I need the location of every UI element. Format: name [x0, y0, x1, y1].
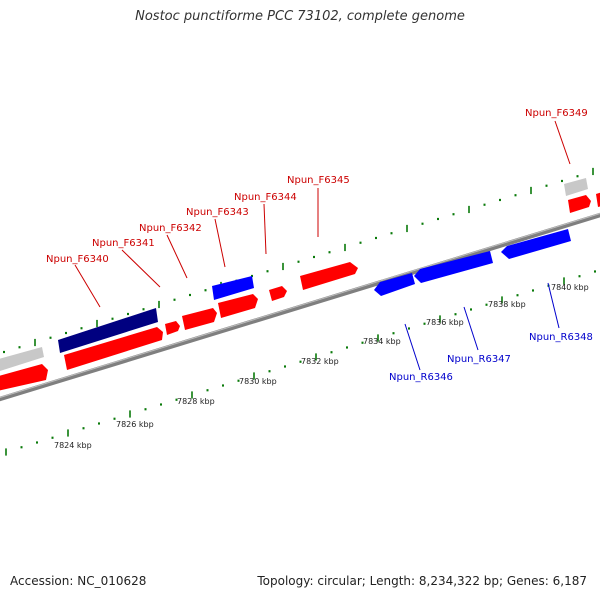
gene-Npun_F6344[interactable] [269, 286, 287, 301]
gene-label[interactable]: Npun_F6340 [46, 254, 109, 265]
gene-label[interactable]: Npun_F6342 [139, 223, 202, 234]
gene-Npun_F6343-part1[interactable] [182, 308, 217, 330]
feature-grey-left[interactable] [0, 347, 44, 372]
accession-text: Accession: NC_010628 [10, 574, 147, 588]
gene-label[interactable]: Npun_F6341 [92, 238, 155, 249]
map-title: Nostoc punctiforme PCC 73102, complete g… [135, 9, 465, 24]
kbp-label: 7830 kbp [239, 377, 277, 386]
kbp-label: 7828 kbp [177, 397, 215, 406]
kbp-labels: 7824 kbp 7826 kbp 7828 kbp 7830 kbp 7832… [54, 283, 589, 450]
feature-grey-right[interactable] [564, 178, 588, 196]
gene-label[interactable]: Npun_F6345 [287, 175, 350, 186]
kbp-label: 7838 kbp [488, 300, 526, 309]
kbp-label: 7826 kbp [116, 420, 154, 429]
gene-label[interactable]: Npun_R6347 [447, 354, 511, 365]
gene-labels: Npun_F6340 Npun_F6341 Npun_F6342 Npun_F6… [46, 108, 593, 383]
gene-label[interactable]: Npun_F6343 [186, 207, 249, 218]
gene-label[interactable]: Npun_F6349 [525, 108, 588, 119]
kbp-label: 7832 kbp [301, 357, 339, 366]
gene-label[interactable]: Npun_R6348 [529, 332, 593, 343]
upper-tick-track [3, 167, 594, 354]
kbp-label: 7834 kbp [363, 337, 401, 346]
gene-Npun_F6345[interactable] [300, 262, 358, 290]
gene-forward-left-edge[interactable] [0, 364, 48, 391]
genome-summary-text: Topology: circular; Length: 8,234,322 bp… [257, 574, 587, 588]
gene-Npun_F6349[interactable] [568, 195, 591, 213]
gene-Npun_F6341[interactable] [64, 327, 163, 370]
genome-backbone [0, 212, 600, 402]
gene-Npun_F6340-selected[interactable] [58, 308, 158, 353]
gene-features [0, 178, 600, 391]
gene-label[interactable]: Npun_F6344 [234, 192, 297, 203]
lower-tick-track [5, 270, 596, 456]
kbp-label: 7824 kbp [54, 441, 92, 450]
gene-forward-right-edge[interactable] [596, 191, 600, 207]
gene-Npun_F6343-part2[interactable] [218, 294, 258, 318]
kbp-label: 7840 kbp [551, 283, 589, 292]
gene-Npun_R6346[interactable] [374, 273, 415, 296]
gene-Npun_R6348[interactable] [501, 229, 571, 259]
kbp-label: 7836 kbp [426, 318, 464, 327]
gene-blue-upper[interactable] [212, 276, 254, 300]
gene-Npun_R6347[interactable] [414, 251, 493, 283]
gene-label[interactable]: Npun_R6346 [389, 372, 453, 383]
gene-Npun_F6342[interactable] [165, 321, 180, 335]
